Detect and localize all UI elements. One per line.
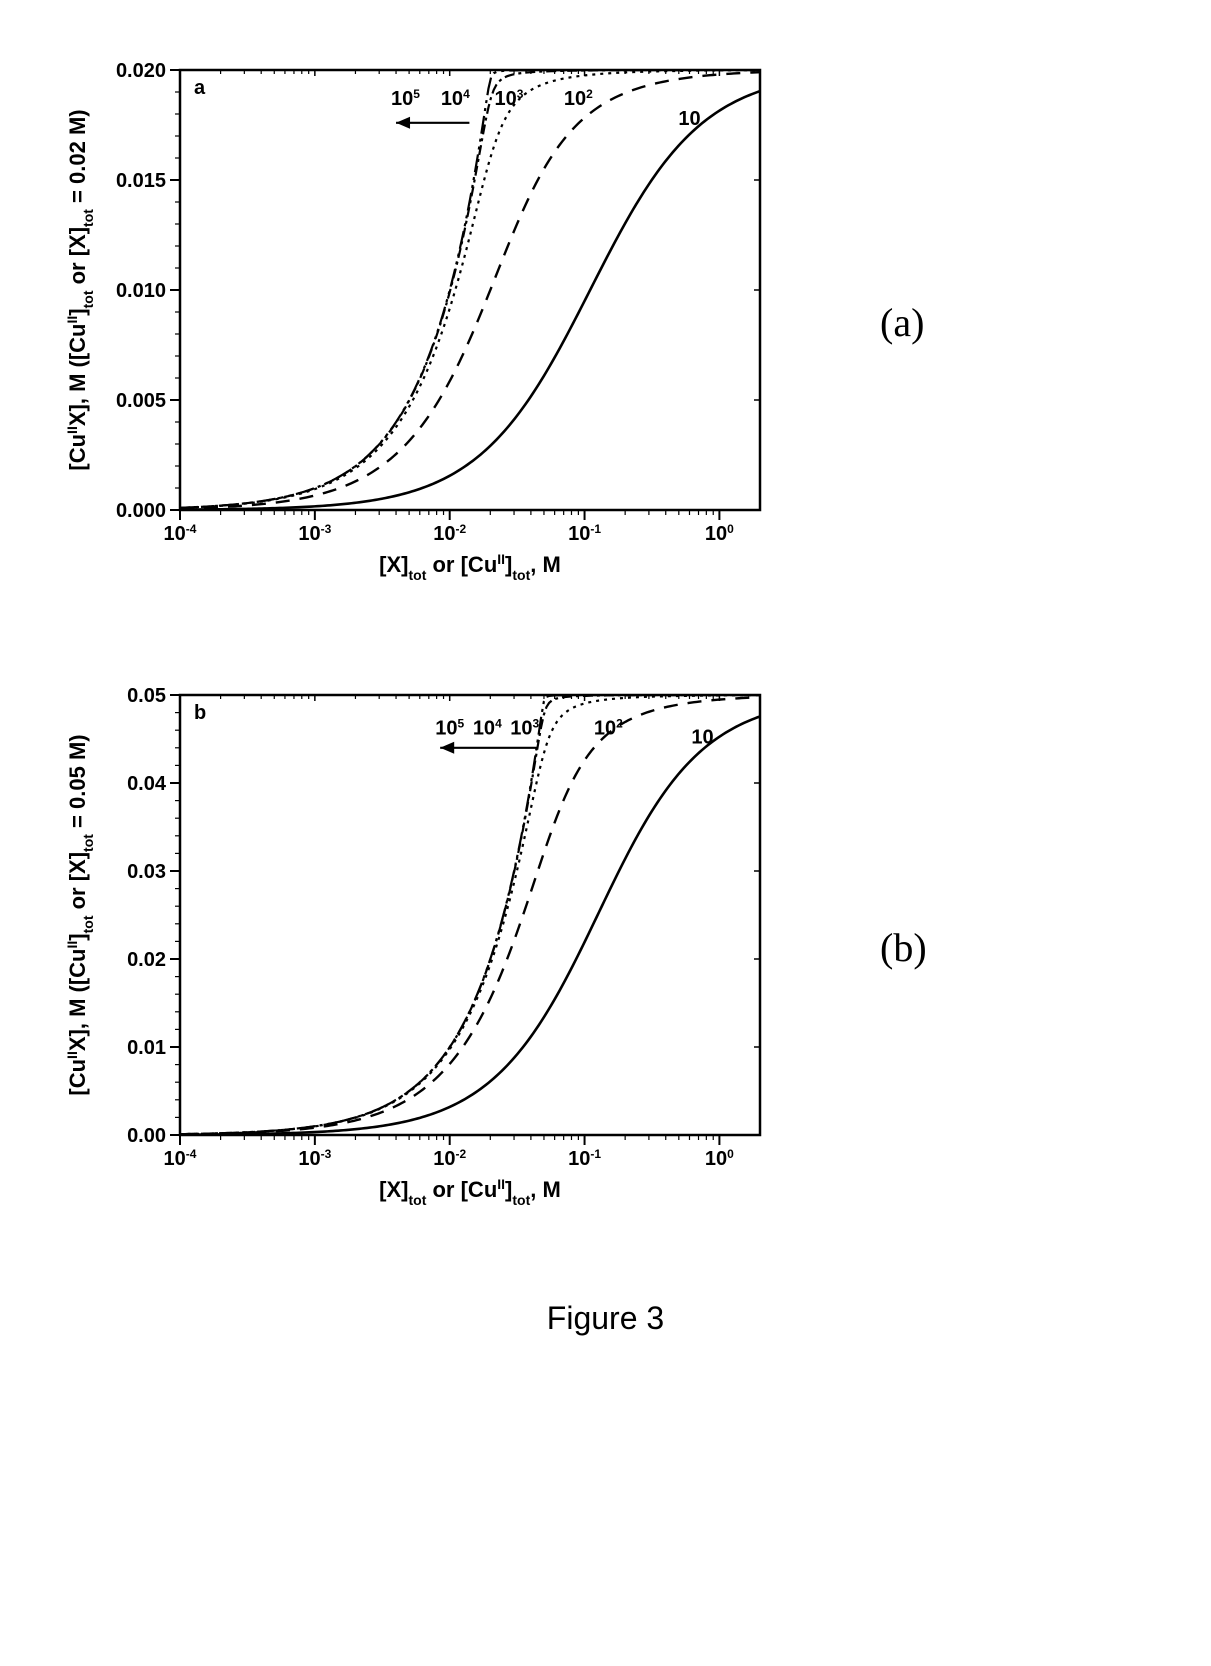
svg-text:a: a xyxy=(194,77,206,99)
svg-text:102: 102 xyxy=(564,87,593,110)
svg-text:[CuIIX], M ([CuII]tot or [X]to: [CuIIX], M ([CuII]tot or [X]tot = 0.02 M… xyxy=(64,109,96,470)
svg-text:b: b xyxy=(194,702,206,724)
svg-text:0.01: 0.01 xyxy=(127,1037,166,1059)
svg-text:100: 100 xyxy=(705,522,734,545)
chart-panel-a: 10-4 10-3 10-2 10-1 100 0.000 0.005 0.010 0.015 0… xyxy=(40,40,800,605)
svg-text:104: 104 xyxy=(473,717,502,740)
svg-text:104: 104 xyxy=(441,87,470,110)
figure-caption: Figure 3 xyxy=(547,1300,664,1337)
svg-text:[CuIIX], M ([CuII]tot or [X]to: [CuIIX], M ([CuII]tot or [X]tot = 0.05 M… xyxy=(64,734,96,1095)
svg-text:10: 10 xyxy=(691,726,713,748)
panel-row-a: 10-4 10-3 10-2 10-1 100 0.000 0.005 0.010 0.015 0… xyxy=(40,40,1171,605)
svg-text:0.02: 0.02 xyxy=(127,949,166,971)
svg-text:10-1: 10-1 xyxy=(568,522,601,545)
svg-text:10-4: 10-4 xyxy=(164,522,197,545)
svg-text:103: 103 xyxy=(494,87,523,110)
svg-text:10-1: 10-1 xyxy=(568,1147,601,1170)
svg-text:0.05: 0.05 xyxy=(127,685,166,707)
side-label-a: (a) xyxy=(880,299,924,346)
svg-text:0.020: 0.020 xyxy=(116,60,166,82)
side-label-b: (b) xyxy=(880,924,927,971)
svg-text:10-2: 10-2 xyxy=(433,1147,466,1170)
svg-text:0.03: 0.03 xyxy=(127,861,166,883)
svg-text:105: 105 xyxy=(435,717,464,740)
svg-text:0.010: 0.010 xyxy=(116,280,166,302)
svg-text:[X]tot or [CuII]tot, M: [X]tot or [CuII]tot, M xyxy=(379,1176,561,1208)
svg-text:10-4: 10-4 xyxy=(164,1147,197,1170)
chart-svg-b: 10-4 10-3 10-2 10-1 100 0.00 0.01 0.02 0.03 0.04 0… xyxy=(40,665,800,1225)
svg-text:103: 103 xyxy=(510,717,539,740)
chart-svg-a: 10-4 10-3 10-2 10-1 100 0.000 0.005 0.010 0.015 0… xyxy=(40,40,800,600)
svg-text:0.005: 0.005 xyxy=(116,390,166,412)
panel-row-b: 10-4 10-3 10-2 10-1 100 0.00 0.01 0.02 0.03 0.04 0… xyxy=(40,665,1171,1230)
svg-text:105: 105 xyxy=(391,87,420,110)
svg-text:10-3: 10-3 xyxy=(298,1147,331,1170)
svg-text:0.00: 0.00 xyxy=(127,1125,166,1147)
svg-text:0.000: 0.000 xyxy=(116,500,166,522)
svg-text:10-2: 10-2 xyxy=(433,522,466,545)
svg-text:0.04: 0.04 xyxy=(127,773,167,795)
svg-text:0.015: 0.015 xyxy=(116,170,166,192)
svg-text:102: 102 xyxy=(594,717,623,740)
svg-text:10: 10 xyxy=(678,108,700,130)
svg-text:100: 100 xyxy=(705,1147,734,1170)
svg-text:[X]tot or [CuII]tot, M: [X]tot or [CuII]tot, M xyxy=(379,551,561,583)
chart-panel-b: 10-4 10-3 10-2 10-1 100 0.00 0.01 0.02 0.03 0.04 0… xyxy=(40,665,800,1230)
svg-text:10-3: 10-3 xyxy=(298,522,331,545)
figure-wrap: 10-4 10-3 10-2 10-1 100 0.000 0.005 0.010 0.015 0… xyxy=(40,40,1171,1337)
